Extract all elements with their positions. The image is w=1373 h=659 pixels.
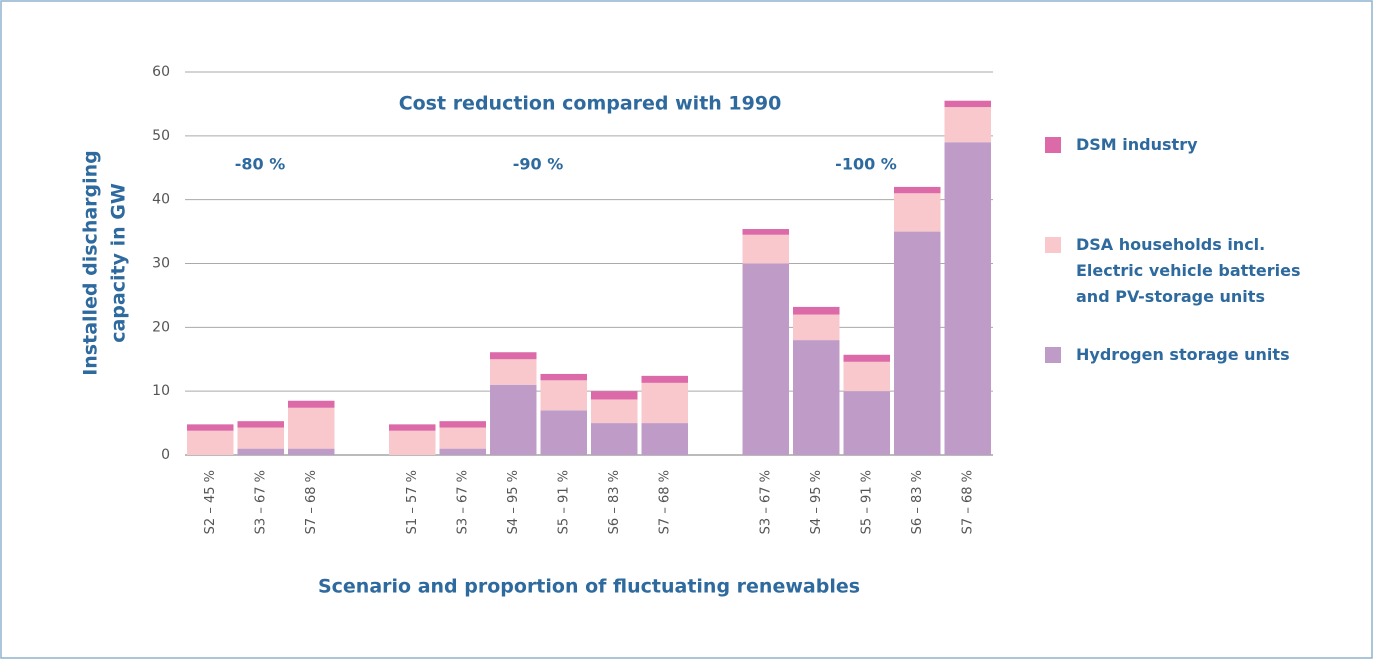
x-tick-label: S3 – 67 % — [455, 470, 470, 534]
bar-segment — [944, 107, 991, 143]
legend-swatch — [1045, 237, 1061, 253]
x-tick-label: S3 – 67 % — [758, 470, 773, 534]
bar-segment — [894, 193, 941, 232]
y-tick-label: 10 — [152, 383, 170, 399]
bar-segment — [793, 314, 840, 341]
bar-segment — [389, 430, 436, 455]
legend-swatch — [1045, 347, 1061, 363]
bar-segment — [944, 142, 991, 455]
x-tick-label: S6 – 83 % — [910, 470, 925, 534]
bar-segment — [641, 382, 688, 424]
x-tick-label: S3 – 67 % — [253, 470, 268, 534]
x-tick-label: S1 – 57 % — [405, 470, 420, 534]
bar-segment — [439, 427, 486, 449]
x-tick-label: S7 – 68 % — [304, 470, 319, 534]
legend-swatch — [1045, 137, 1061, 153]
y-tick-label: 60 — [152, 64, 170, 80]
bar-segment — [591, 399, 638, 424]
bar-segment — [894, 231, 941, 455]
x-axis-label: Scenario and proportion of fluctuating r… — [318, 576, 860, 598]
bar-segment — [187, 430, 234, 455]
bar-segment — [591, 423, 638, 455]
bar-segment — [843, 391, 890, 455]
bar-segment — [288, 407, 335, 449]
x-tick-label: S7 – 68 % — [657, 470, 672, 534]
bar-segment — [742, 234, 789, 264]
legend-item: Hydrogen storage units — [1045, 342, 1316, 368]
legend-item: DSA households incl. Electric vehicle ba… — [1045, 232, 1316, 310]
x-tick-label: S4 – 95 % — [506, 470, 521, 534]
bar-segment — [490, 384, 537, 455]
bar-segment — [288, 400, 335, 408]
y-axis-label: Installed discharging — [80, 150, 102, 376]
bar-segment — [843, 354, 890, 362]
bar-segment — [793, 340, 840, 455]
bar-segment — [793, 306, 840, 315]
y-tick-label: 20 — [152, 319, 170, 335]
bar-segment — [944, 100, 991, 108]
bar-segment — [540, 373, 587, 381]
bar-segment — [237, 427, 284, 449]
bar-segment — [490, 359, 537, 385]
y-tick-label: 0 — [161, 447, 170, 463]
legend-label: Hydrogen storage units — [1076, 345, 1290, 364]
bar-segment — [742, 229, 789, 235]
y-axis-label: capacity in GW — [108, 183, 130, 343]
bar-segment — [187, 424, 234, 431]
annotation: -100 % — [835, 155, 897, 174]
y-tick-label: 30 — [152, 256, 170, 272]
bar-segment — [490, 352, 537, 360]
x-tick-label: S7 – 68 % — [960, 470, 975, 534]
bar-segment — [742, 263, 789, 455]
legend-label: DSA households incl. Electric vehicle ba… — [1076, 235, 1301, 306]
bar-segment — [237, 421, 284, 428]
bar-segment — [540, 380, 587, 411]
chart-title: Cost reduction compared with 1990 — [399, 93, 782, 115]
bar-segment — [237, 448, 284, 455]
y-tick-label: 40 — [152, 192, 170, 208]
bar-segment — [439, 448, 486, 455]
bar-segment — [288, 448, 335, 455]
y-tick-label: 50 — [152, 128, 170, 144]
bar-segment — [843, 361, 890, 392]
legend-label: DSM industry — [1076, 135, 1198, 154]
x-tick-label: S5 – 91 % — [859, 470, 874, 534]
bar-segment — [591, 391, 638, 400]
x-tick-label: S4 – 95 % — [809, 470, 824, 534]
x-tick-label: S2 – 45 % — [203, 470, 218, 534]
annotation: -90 % — [513, 155, 564, 174]
bar-segment — [389, 424, 436, 431]
annotation: -80 % — [235, 155, 286, 174]
legend-item: DSM industry — [1045, 132, 1316, 158]
bar-segment — [894, 186, 941, 194]
x-tick-label: S6 – 83 % — [607, 470, 622, 534]
x-tick-label: S5 – 91 % — [556, 470, 571, 534]
bar-segment — [641, 423, 688, 455]
bar-segment — [439, 421, 486, 428]
bar-segment — [641, 375, 688, 383]
bar-segment — [540, 410, 587, 455]
